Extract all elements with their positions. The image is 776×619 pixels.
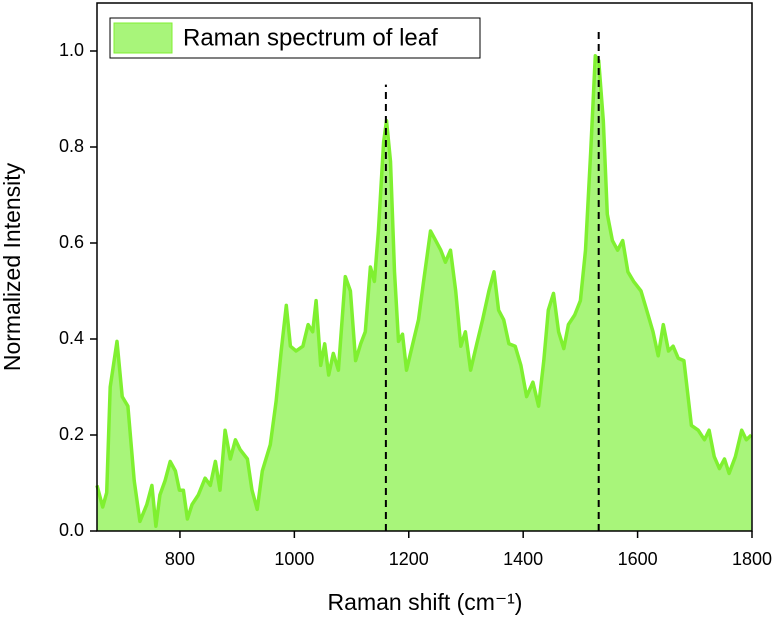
x-tick-label: 800	[165, 549, 195, 569]
legend-text: Raman spectrum of leaf	[183, 24, 438, 51]
plot-frame	[96, 2, 753, 532]
y-axis-label: Normalized Intensity	[0, 162, 25, 371]
x-tick-label: 1000	[274, 549, 314, 569]
area	[97, 55, 752, 532]
y-tick-label: 0.8	[59, 136, 84, 156]
y-tick-label: 0.0	[59, 520, 84, 540]
legend-swatch	[113, 22, 173, 54]
x-axis-label: Raman shift (cm⁻¹)	[328, 589, 523, 615]
y-tick-label: 0.2	[59, 424, 84, 444]
y-tick-label: 0.6	[59, 232, 84, 252]
line	[95, 54, 753, 528]
x-tick-label: 1200	[389, 549, 429, 569]
x-tick-label: 1400	[503, 549, 543, 569]
x-tick-label: 1800	[732, 549, 772, 569]
y-tick-label: 0.4	[59, 328, 84, 348]
y-tick-label: 1.0	[59, 40, 84, 60]
x-tick-label: 1600	[618, 549, 658, 569]
